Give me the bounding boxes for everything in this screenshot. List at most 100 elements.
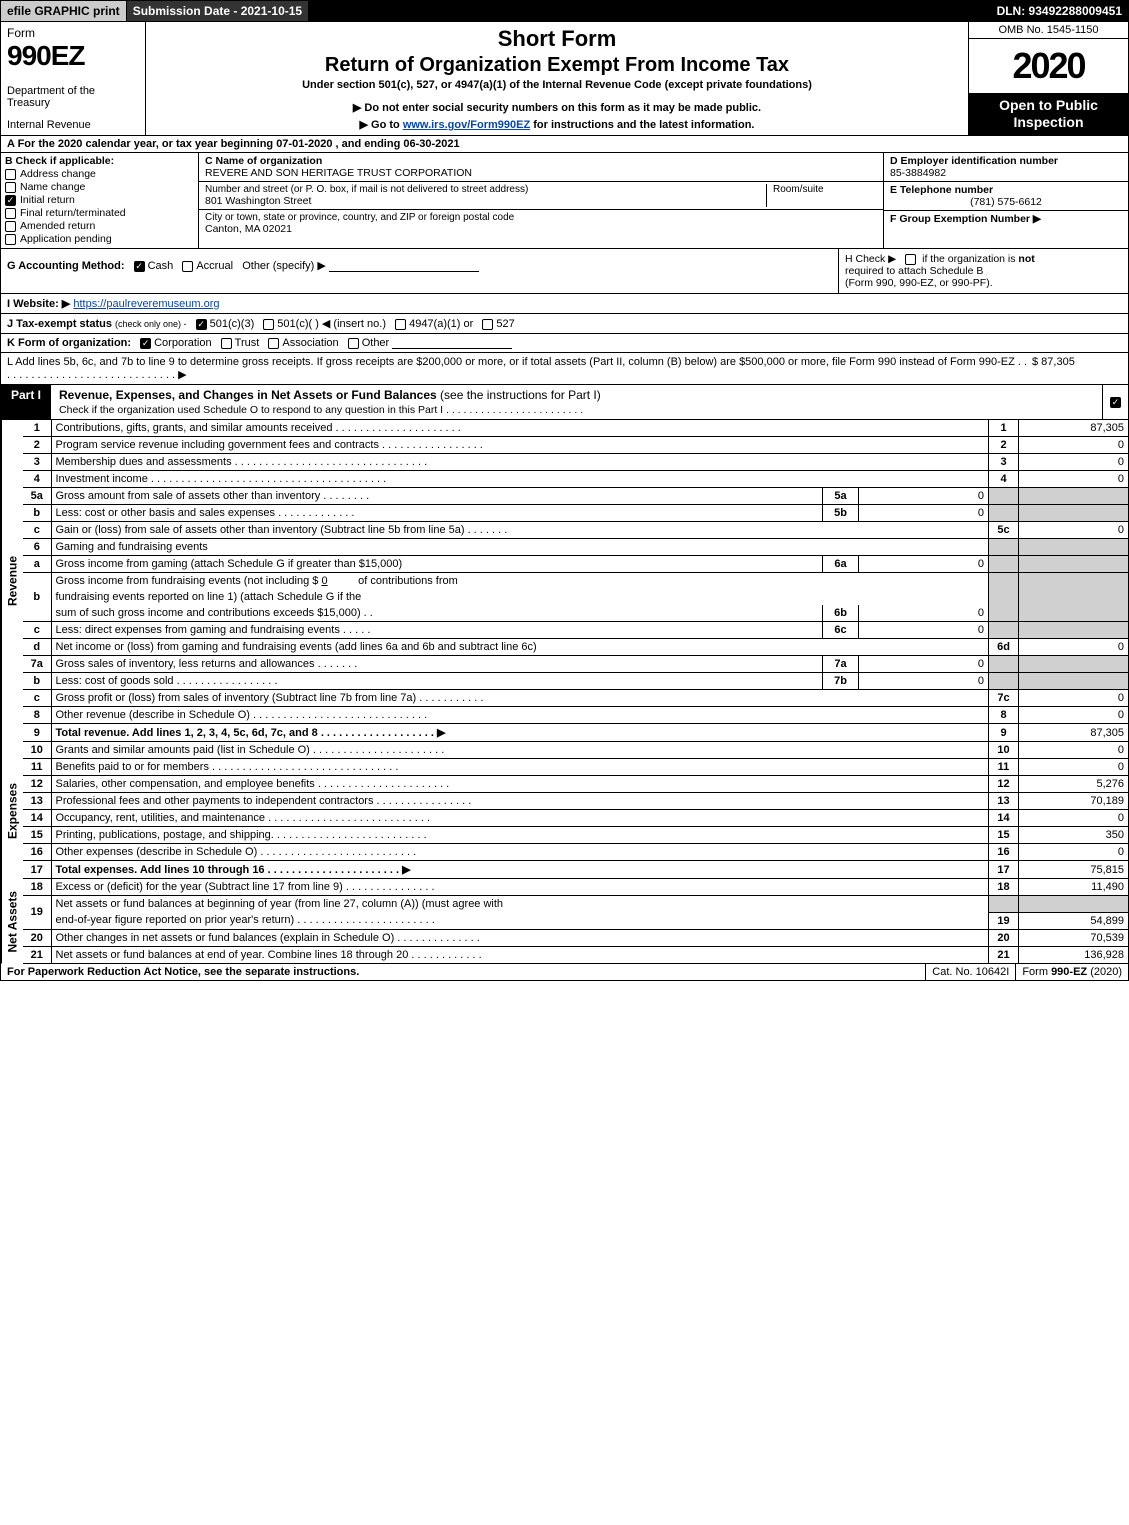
amt-shaded xyxy=(1019,896,1129,913)
expenses-section: Expenses 10Grants and similar amounts pa… xyxy=(0,742,1129,879)
footer-form-ref: Form 990-EZ (2020) xyxy=(1015,964,1128,980)
chk-address-change[interactable]: Address change xyxy=(5,168,194,180)
rownum: 5a xyxy=(23,488,51,505)
header-left: Form 990EZ Department of the Treasury In… xyxy=(1,22,146,135)
chk-association[interactable] xyxy=(268,338,279,349)
row-desc: Less: cost of goods sold . . . . . . . .… xyxy=(51,673,823,690)
idx: 13 xyxy=(989,793,1019,810)
header-center: Short Form Return of Organization Exempt… xyxy=(146,22,968,135)
row-7c: c Gross profit or (loss) from sales of i… xyxy=(23,690,1129,707)
row-desc: Total revenue. Add lines 1, 2, 3, 4, 5c,… xyxy=(51,724,989,742)
row-desc: Total expenses. Add lines 10 through 16 … xyxy=(51,861,989,879)
row-desc: Other revenue (describe in Schedule O) .… xyxy=(51,707,989,724)
chk-corporation[interactable]: ✓ xyxy=(140,338,151,349)
line-i-website: I Website: ▶ https://paulreveremuseum.or… xyxy=(0,294,1129,314)
d-ein-label: D Employer identification number xyxy=(890,155,1122,167)
idx: 1 xyxy=(989,420,1019,437)
footer-form-bold: 990-EZ xyxy=(1051,966,1087,978)
website-link[interactable]: https://paulreveremuseum.org xyxy=(73,298,219,310)
amt-shaded xyxy=(1019,622,1129,639)
chk-name-change[interactable]: Name change xyxy=(5,181,194,193)
amt: 54,899 xyxy=(1019,912,1129,929)
j-o2: 501(c)( ) ◀ (insert no.) xyxy=(277,318,386,330)
chk-amended-return[interactable]: Amended return xyxy=(5,220,194,232)
row-6b-1: b Gross income from fundraising events (… xyxy=(23,573,1129,590)
k-corp: Corporation xyxy=(154,337,211,349)
rownum: 3 xyxy=(23,454,51,471)
subline-amt: 0 xyxy=(859,605,989,622)
table-row: 19Net assets or fund balances at beginni… xyxy=(23,896,1129,913)
idx-shaded xyxy=(989,505,1019,522)
table-row: 17Total expenses. Add lines 10 through 1… xyxy=(23,861,1129,879)
goto-link[interactable]: www.irs.gov/Form990EZ xyxy=(403,119,530,131)
tax-year: 2020 xyxy=(969,39,1128,93)
chk-application-pending[interactable]: Application pending xyxy=(5,233,194,245)
chk-other-org[interactable] xyxy=(348,338,359,349)
amt: 0 xyxy=(1019,690,1129,707)
omb-no: OMB No. 1545-1150 xyxy=(969,22,1128,39)
form-word: Form xyxy=(7,26,139,40)
row-6b-3: sum of such gross income and contributio… xyxy=(23,605,1129,622)
amt: 350 xyxy=(1019,827,1129,844)
part-i-title: Revenue, Expenses, and Changes in Net As… xyxy=(59,388,437,402)
idx: 9 xyxy=(989,724,1019,742)
amt: 87,305 xyxy=(1019,724,1129,742)
efile-print[interactable]: efile GRAPHIC print xyxy=(1,1,127,21)
rownum: 8 xyxy=(23,707,51,724)
checkbox-icon xyxy=(5,182,16,193)
chk-501c[interactable] xyxy=(263,319,274,330)
amt: 87,305 xyxy=(1019,420,1129,437)
row-desc: Professional fees and other payments to … xyxy=(51,793,989,810)
amt-shaded xyxy=(1019,539,1129,556)
row-desc: Gross income from fundraising events (no… xyxy=(51,573,989,590)
expenses-table: 10Grants and similar amounts paid (list … xyxy=(23,742,1129,879)
idx: 12 xyxy=(989,776,1019,793)
chk-527[interactable] xyxy=(482,319,493,330)
chk-initial-return[interactable]: ✓Initial return xyxy=(5,194,194,206)
row-5b: b Less: cost or other basis and sales ex… xyxy=(23,505,1129,522)
l-text: L Add lines 5b, 6c, and 7b to line 9 to … xyxy=(7,356,1032,381)
part-i-schedule-o-check[interactable]: ✓ xyxy=(1102,385,1128,419)
chk-501c3[interactable]: ✓ xyxy=(196,319,207,330)
chk-schedule-b[interactable] xyxy=(905,254,916,265)
subline-num: 5a xyxy=(823,488,859,505)
amt: 0 xyxy=(1019,707,1129,724)
revenue-section: Revenue 1Contributions, gifts, grants, a… xyxy=(0,420,1129,742)
idx-shaded xyxy=(989,539,1019,556)
idx-shaded xyxy=(989,573,1019,622)
k-other-input-line[interactable] xyxy=(392,338,512,349)
expenses-side-label: Expenses xyxy=(1,742,23,879)
chk-accrual[interactable] xyxy=(182,261,193,272)
header-right: OMB No. 1545-1150 2020 Open to Public In… xyxy=(968,22,1128,135)
net-assets-section: Net Assets 18Excess or (deficit) for the… xyxy=(0,879,1129,964)
subline-num: 5b xyxy=(823,505,859,522)
chk-pending-label: Application pending xyxy=(20,233,112,245)
idx: 21 xyxy=(989,946,1019,963)
idx: 7c xyxy=(989,690,1019,707)
dln: DLN: 93492288009451 xyxy=(991,1,1128,21)
b-heading: B Check if applicable: xyxy=(5,155,194,167)
row-desc: fundraising events reported on line 1) (… xyxy=(51,589,989,605)
g-other-input-line[interactable] xyxy=(329,260,479,272)
rownum: 1 xyxy=(23,420,51,437)
org-info-block: B Check if applicable: Address change Na… xyxy=(0,153,1129,249)
chk-4947[interactable] xyxy=(395,319,406,330)
part-i-checknote: Check if the organization used Schedule … xyxy=(59,404,583,416)
amt-shaded xyxy=(1019,505,1129,522)
col-c-org-address: C Name of organization REVERE AND SON HE… xyxy=(199,153,883,248)
goto-post: for instructions and the latest informat… xyxy=(533,119,754,131)
ein-value: 85-3884982 xyxy=(890,167,1122,179)
idx-shaded xyxy=(989,488,1019,505)
row-desc: Gain or (loss) from sale of assets other… xyxy=(51,522,989,539)
subline-num: 6b xyxy=(823,605,859,622)
table-row: 15Printing, publications, postage, and s… xyxy=(23,827,1129,844)
footer-form-pre: Form xyxy=(1022,966,1051,978)
c-room-label: Room/suite xyxy=(773,184,877,195)
c-name-label: C Name of organization xyxy=(205,155,877,167)
net-assets-table: 18Excess or (deficit) for the year (Subt… xyxy=(23,879,1129,964)
table-row: 14Occupancy, rent, utilities, and mainte… xyxy=(23,810,1129,827)
chk-trust[interactable] xyxy=(221,338,232,349)
chk-cash[interactable]: ✓ xyxy=(134,261,145,272)
i-label: I Website: ▶ xyxy=(7,298,70,310)
chk-final-return[interactable]: Final return/terminated xyxy=(5,207,194,219)
